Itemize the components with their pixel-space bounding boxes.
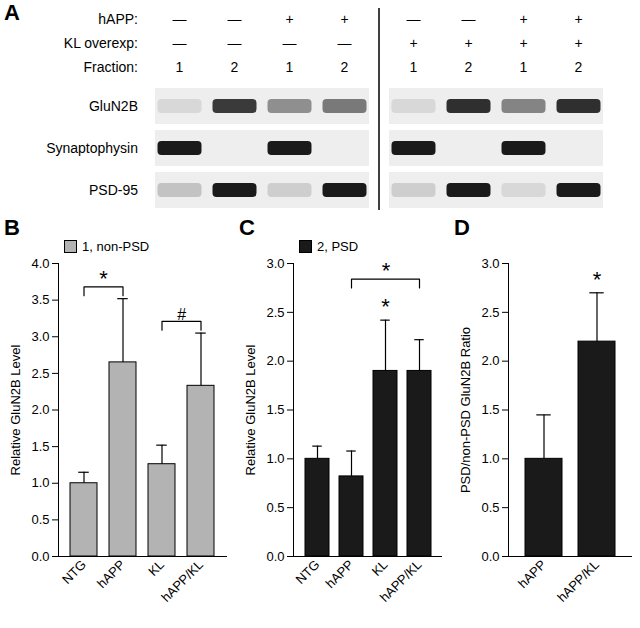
svg-text:—: — <box>173 35 187 51</box>
svg-text:0.5: 0.5 <box>481 500 499 515</box>
svg-text:KL: KL <box>145 557 167 579</box>
svg-text:+: + <box>464 35 472 51</box>
svg-text:2.0: 2.0 <box>31 402 49 417</box>
svg-text:+: + <box>519 11 527 27</box>
svg-text:+: + <box>519 35 527 51</box>
svg-text:0.0: 0.0 <box>31 549 49 564</box>
svg-text:+: + <box>574 11 582 27</box>
html-text:1, non-PSD: 1, non-PSD <box>82 239 150 254</box>
svg-text:—: — <box>338 35 352 51</box>
svg-text:PSD/non-PSD GluN2B Ratio: PSD/non-PSD GluN2B Ratio <box>458 327 473 493</box>
svg-text:Relative GluN2B Level: Relative GluN2B Level <box>243 344 258 475</box>
svg-text:1: 1 <box>410 59 418 75</box>
svg-text:*: * <box>382 258 391 283</box>
svg-text:Synaptophysin: Synaptophysin <box>46 140 138 156</box>
svg-text:hAPP: hAPP <box>94 557 128 591</box>
html-text:B: B <box>4 215 20 240</box>
html-text:D: D <box>454 215 470 240</box>
svg-text:—: — <box>228 35 242 51</box>
svg-text:#: # <box>177 306 186 323</box>
svg-text:1.5: 1.5 <box>31 439 49 454</box>
svg-text:—: — <box>173 11 187 27</box>
svg-text:1: 1 <box>286 59 294 75</box>
svg-text:2.5: 2.5 <box>481 304 499 319</box>
svg-text:hAPP/KL: hAPP/KL <box>554 557 602 605</box>
svg-text:1: 1 <box>520 59 528 75</box>
svg-text:GluN2B: GluN2B <box>89 98 138 114</box>
svg-text:KL: KL <box>369 557 391 579</box>
svg-text:1.0: 1.0 <box>266 451 284 466</box>
svg-text:+: + <box>574 35 582 51</box>
svg-text:*: * <box>99 266 108 291</box>
svg-text:0.5: 0.5 <box>31 512 49 527</box>
svg-text:1.5: 1.5 <box>266 402 284 417</box>
svg-text:2.0: 2.0 <box>266 353 284 368</box>
svg-text:—: — <box>462 11 476 27</box>
svg-text:*: * <box>381 294 390 319</box>
svg-text:hAPP:: hAPP: <box>98 11 138 27</box>
svg-text:hAPP: hAPP <box>322 557 356 591</box>
svg-text:1.0: 1.0 <box>481 451 499 466</box>
svg-text:3.5: 3.5 <box>31 292 49 307</box>
svg-text:2: 2 <box>575 59 583 75</box>
svg-text:2: 2 <box>465 59 473 75</box>
svg-text:A: A <box>4 0 20 25</box>
svg-text:0.0: 0.0 <box>481 549 499 564</box>
svg-text:*: * <box>593 267 602 292</box>
svg-text:0.5: 0.5 <box>266 500 284 515</box>
svg-text:hAPP/KL: hAPP/KL <box>158 557 206 605</box>
svg-text:hAPP/KL: hAPP/KL <box>377 557 425 605</box>
svg-text:+: + <box>285 11 293 27</box>
svg-text:—: — <box>407 11 421 27</box>
svg-text:3.0: 3.0 <box>481 256 499 271</box>
svg-text:+: + <box>409 35 417 51</box>
svg-text:hAPP: hAPP <box>515 557 549 591</box>
svg-text:4.0: 4.0 <box>31 256 49 271</box>
svg-text:Relative GluN2B Level: Relative GluN2B Level <box>8 344 23 475</box>
svg-text:+: + <box>340 11 348 27</box>
svg-text:Fraction:: Fraction: <box>84 59 138 75</box>
svg-text:1.0: 1.0 <box>31 475 49 490</box>
svg-text:—: — <box>283 35 297 51</box>
svg-text:PSD-95: PSD-95 <box>89 182 138 198</box>
svg-text:NTG: NTG <box>59 557 89 587</box>
svg-text:2.0: 2.0 <box>481 353 499 368</box>
svg-text:2: 2 <box>231 59 239 75</box>
svg-text:1: 1 <box>176 59 184 75</box>
html-text:2, PSD: 2, PSD <box>317 239 359 254</box>
svg-text:—: — <box>228 11 242 27</box>
svg-text:2: 2 <box>341 59 349 75</box>
svg-text:1.5: 1.5 <box>481 402 499 417</box>
svg-text:3.0: 3.0 <box>266 256 284 271</box>
svg-text:3.0: 3.0 <box>31 329 49 344</box>
svg-text:2.5: 2.5 <box>266 304 284 319</box>
svg-text:2.5: 2.5 <box>31 366 49 381</box>
html-text:C: C <box>239 215 255 240</box>
svg-text:NTG: NTG <box>293 557 323 587</box>
svg-text:KL overexp:: KL overexp: <box>64 35 138 51</box>
svg-text:0.0: 0.0 <box>266 549 284 564</box>
